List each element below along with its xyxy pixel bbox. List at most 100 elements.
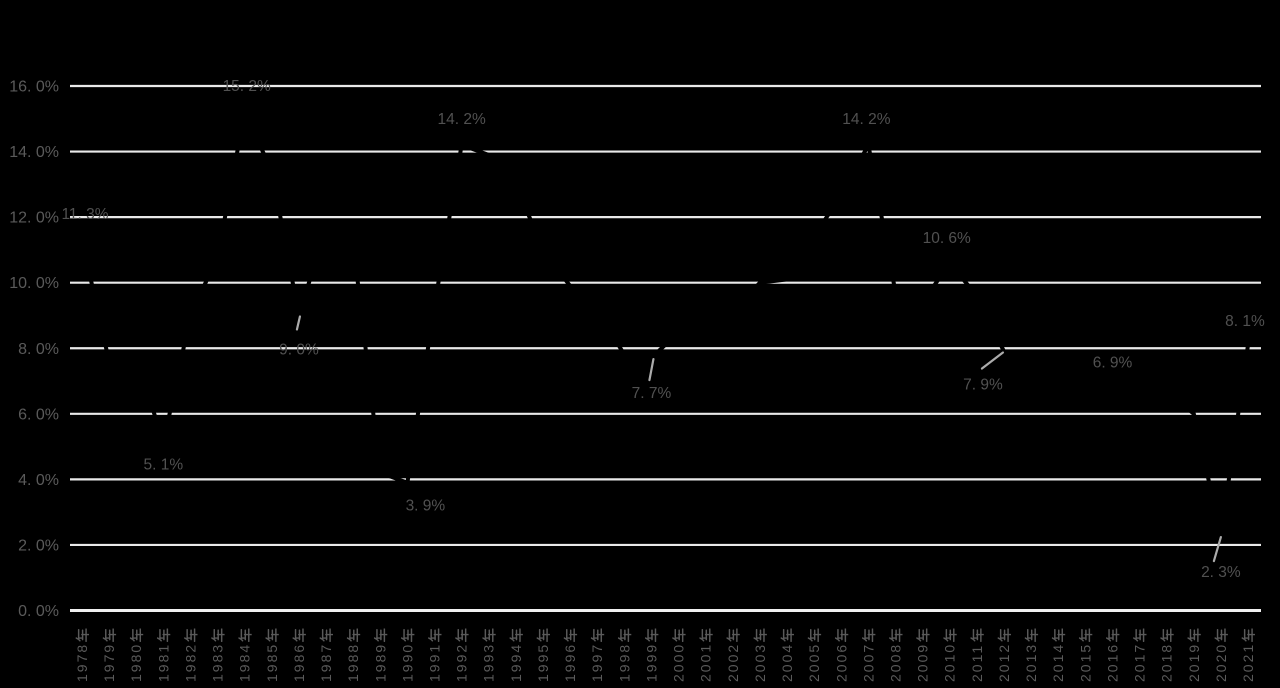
x-tick-label: 1982 xyxy=(183,628,199,682)
data-label-leader-line xyxy=(1212,536,1222,563)
data-label: 6. 9% xyxy=(1093,354,1133,371)
x-tick-year-text: 1996 xyxy=(562,643,578,682)
x-tick-label: 1993 xyxy=(481,628,497,682)
data-label-leader-line xyxy=(648,357,655,382)
x-tick-label: 2018 xyxy=(1159,628,1175,682)
x-axis-labels-group: 1978 1979 1980 1981 1982 1983 1984 1985 1986 1987… xyxy=(74,628,1256,682)
x-tick-label: 2001 xyxy=(698,628,714,682)
data-label-leader-line xyxy=(295,315,302,331)
x-tick-label: 2020 xyxy=(1213,628,1229,682)
x-tick-year-text: 1989 xyxy=(372,643,388,682)
x-tick-label: 2004 xyxy=(779,628,795,682)
x-tick-year-text: 2018 xyxy=(1159,643,1175,682)
x-tick-label: 2010 xyxy=(942,628,958,682)
x-tick-label: 2005 xyxy=(806,628,822,682)
x-tick-year-text: 1987 xyxy=(318,643,334,682)
x-tick-year-text: 2017 xyxy=(1132,643,1148,682)
y-tick-label: 10. 0% xyxy=(9,275,59,292)
x-tick-year-text: 2013 xyxy=(1023,643,1039,682)
x-tick-label: 2017 xyxy=(1132,628,1148,682)
x-tick-label: 1980 xyxy=(128,628,144,682)
x-tick-label: 1988 xyxy=(345,628,361,682)
x-tick-year-text: 1984 xyxy=(237,643,253,682)
data-label: 14. 2% xyxy=(437,111,485,128)
x-tick-year-text: 1991 xyxy=(427,643,443,682)
x-tick-label: 1985 xyxy=(264,628,280,682)
y-tick-label: 16. 0% xyxy=(9,79,59,96)
x-tick-year-text: 2007 xyxy=(860,643,876,682)
x-tick-label: 2019 xyxy=(1186,628,1202,682)
y-tick-label: 6. 0% xyxy=(18,406,59,423)
gridlines-group xyxy=(70,84,1261,612)
x-tick-year-text: 1981 xyxy=(155,643,171,682)
x-tick-label: 2021 xyxy=(1240,628,1256,682)
data-label: 7. 7% xyxy=(632,385,672,402)
data-label-leader-line xyxy=(980,351,1005,370)
y-tick-label: 8. 0% xyxy=(18,341,59,358)
x-tick-year-text: 1982 xyxy=(183,643,199,682)
x-tick-label: 1978 xyxy=(74,628,90,682)
x-tick-label: 1991 xyxy=(427,628,443,682)
data-label: 14. 2% xyxy=(842,111,890,128)
x-tick-label: 2013 xyxy=(1023,628,1039,682)
x-tick-year-text: 1994 xyxy=(508,643,524,682)
x-tick-year-text: 2009 xyxy=(915,643,931,682)
y-tick-label: 14. 0% xyxy=(9,144,59,161)
y-tick-label: 4. 0% xyxy=(18,472,59,489)
x-tick-year-text: 2010 xyxy=(942,643,958,682)
x-tick-label: 2008 xyxy=(888,628,904,682)
x-tick-year-text: 1995 xyxy=(535,643,551,682)
x-tick-label: 1983 xyxy=(210,628,226,682)
x-tick-year-text: 2004 xyxy=(779,643,795,682)
x-tick-year-text: 2002 xyxy=(725,643,741,682)
x-tick-year-text: 2015 xyxy=(1077,643,1093,682)
data-label: 11. 3% xyxy=(61,206,108,223)
series-group xyxy=(80,105,1250,536)
x-tick-label: 1990 xyxy=(399,628,415,682)
x-tick-label: 2006 xyxy=(833,628,849,682)
x-tick-year-text: 2008 xyxy=(888,643,904,682)
x-tick-label: 1986 xyxy=(291,628,307,682)
x-tick-label: 2015 xyxy=(1077,628,1093,682)
data-labels-group: 11. 3% 5. 1% 15. 2% 9. 0% 3. 9% 14. 2% 7. 7% 14… xyxy=(61,78,1265,581)
leader-lines-group xyxy=(295,315,1222,563)
data-label: 8. 1% xyxy=(1225,313,1265,330)
x-tick-year-text: 1990 xyxy=(399,643,415,682)
x-tick-year-text: 1980 xyxy=(128,643,144,682)
data-label: 15. 2% xyxy=(223,78,271,95)
x-tick-year-text: 1988 xyxy=(345,643,361,682)
x-tick-year-text: 1993 xyxy=(481,643,497,682)
x-tick-label: 2011 xyxy=(969,628,985,682)
x-tick-year-text: 2011 xyxy=(969,644,985,682)
x-tick-label: 1997 xyxy=(589,628,605,682)
x-tick-year-text: 2006 xyxy=(833,643,849,682)
x-tick-year-text: 2005 xyxy=(806,643,822,682)
x-tick-year-text: 2003 xyxy=(752,643,768,682)
x-tick-label: 1996 xyxy=(562,628,578,682)
x-tick-label: 1987 xyxy=(318,628,334,682)
x-tick-year-text: 1979 xyxy=(101,643,117,682)
x-tick-label: 2009 xyxy=(915,628,931,682)
data-label: 9. 0% xyxy=(279,341,319,358)
x-tick-year-text: 2001 xyxy=(698,643,714,682)
x-tick-label: 2007 xyxy=(860,628,876,682)
x-tick-label: 2003 xyxy=(752,628,768,682)
y-tick-label: 2. 0% xyxy=(18,537,59,554)
x-tick-label: 1998 xyxy=(616,628,632,682)
x-tick-label: 1999 xyxy=(643,628,659,682)
x-tick-label: 1995 xyxy=(535,628,551,682)
x-tick-label: 2000 xyxy=(671,628,687,682)
x-tick-year-text: 1978 xyxy=(74,643,90,682)
x-tick-year-text: 1985 xyxy=(264,643,280,682)
series-line xyxy=(80,105,1250,536)
x-tick-label: 2002 xyxy=(725,628,741,682)
x-tick-label: 1992 xyxy=(454,628,470,682)
x-tick-year-text: 1992 xyxy=(454,643,470,682)
x-tick-year-text: 2000 xyxy=(671,643,687,682)
x-tick-year-text: 1999 xyxy=(643,643,659,682)
y-tick-label: 12. 0% xyxy=(9,210,59,227)
x-tick-label: 1989 xyxy=(372,628,388,682)
